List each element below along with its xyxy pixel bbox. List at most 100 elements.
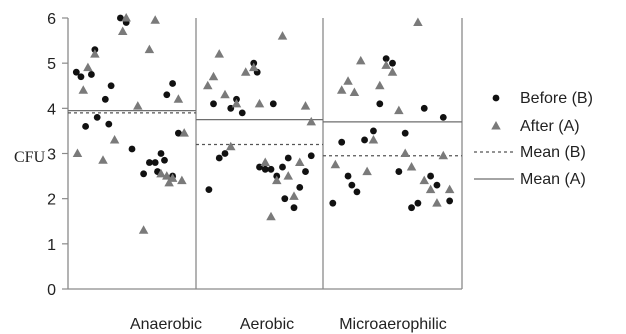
before-point bbox=[433, 181, 441, 189]
legend-label: Mean (B) bbox=[520, 144, 586, 161]
before-point bbox=[269, 100, 277, 108]
data-points bbox=[72, 13, 455, 234]
before-point bbox=[329, 199, 337, 207]
before-point bbox=[389, 59, 396, 67]
after-point bbox=[419, 175, 429, 185]
after-point bbox=[167, 173, 178, 182]
before-point bbox=[221, 150, 229, 157]
before-point bbox=[151, 159, 159, 166]
before-point bbox=[175, 129, 182, 137]
after-point bbox=[289, 191, 299, 200]
before-point bbox=[105, 120, 113, 128]
before-point bbox=[344, 172, 352, 180]
after-point bbox=[266, 211, 276, 221]
after-point bbox=[260, 157, 270, 167]
before-point bbox=[146, 159, 153, 166]
after-point bbox=[208, 71, 219, 81]
before-point bbox=[348, 181, 356, 189]
after-point bbox=[220, 89, 230, 99]
after-point bbox=[336, 85, 347, 94]
before-point bbox=[88, 71, 95, 78]
y-axis-ticks: 0 1 2 3 4 5 6 bbox=[47, 11, 68, 299]
after-point bbox=[432, 198, 442, 207]
before-point bbox=[284, 154, 292, 162]
after-point bbox=[203, 80, 213, 90]
after-point bbox=[283, 171, 293, 180]
before-point bbox=[279, 163, 286, 171]
category-labels: Anaerobic Aerobic Microaerophilic bbox=[130, 316, 447, 333]
before-point bbox=[420, 104, 428, 112]
before-point bbox=[446, 197, 454, 205]
y-tick-label: 1 bbox=[47, 237, 56, 254]
after-point bbox=[400, 148, 410, 157]
after-point bbox=[214, 49, 224, 58]
after-point bbox=[406, 162, 417, 171]
before-point bbox=[210, 100, 217, 108]
before-point bbox=[157, 150, 165, 157]
before-point bbox=[215, 154, 223, 162]
before-point bbox=[161, 156, 168, 164]
after-point bbox=[381, 60, 391, 69]
before-point bbox=[77, 73, 85, 81]
after-point bbox=[109, 134, 120, 144]
after-point bbox=[300, 101, 311, 110]
legend-after-marker bbox=[491, 121, 501, 130]
legend: Before (B) After (A) Mean (B) Mean (A) bbox=[474, 90, 593, 188]
after-point bbox=[413, 17, 423, 27]
after-point bbox=[179, 128, 189, 137]
after-point bbox=[356, 55, 366, 65]
before-point bbox=[281, 195, 289, 203]
after-point bbox=[226, 141, 236, 151]
y-tick-label: 6 bbox=[47, 11, 56, 28]
x-category-label: Aerobic bbox=[240, 316, 294, 333]
before-point bbox=[107, 82, 115, 90]
before-point bbox=[101, 95, 109, 103]
after-point bbox=[164, 177, 174, 187]
after-point bbox=[343, 76, 353, 85]
after-point bbox=[117, 26, 128, 36]
before-point bbox=[140, 170, 148, 178]
before-point bbox=[338, 138, 346, 146]
after-point bbox=[144, 44, 155, 54]
before-point bbox=[353, 188, 361, 196]
after-point bbox=[133, 101, 143, 110]
before-point bbox=[290, 204, 298, 212]
before-point bbox=[128, 145, 136, 153]
before-point bbox=[238, 109, 246, 117]
x-category-label: Anaerobic bbox=[130, 316, 202, 333]
after-point bbox=[156, 168, 166, 178]
after-point bbox=[368, 134, 379, 144]
before-point bbox=[376, 100, 384, 108]
before-point bbox=[408, 204, 415, 212]
before-point bbox=[72, 68, 80, 76]
before-point bbox=[163, 91, 171, 99]
after-point bbox=[72, 148, 83, 157]
before-point bbox=[307, 152, 315, 160]
before-point bbox=[267, 165, 275, 173]
after-point bbox=[272, 175, 282, 185]
after-point bbox=[438, 150, 449, 160]
y-tick-label: 3 bbox=[47, 147, 56, 164]
before-point bbox=[296, 183, 304, 191]
after-point bbox=[231, 98, 242, 108]
after-point bbox=[138, 225, 149, 234]
after-point bbox=[78, 85, 89, 94]
after-point bbox=[387, 67, 398, 76]
after-point bbox=[306, 116, 316, 126]
before-point bbox=[401, 129, 409, 137]
before-point bbox=[382, 55, 390, 63]
after-point bbox=[295, 157, 305, 167]
legend-before-marker bbox=[492, 94, 500, 102]
y-tick-label: 5 bbox=[47, 56, 56, 73]
before-point bbox=[93, 113, 101, 121]
y-axis-label: CFU bbox=[14, 149, 46, 166]
mean-lines bbox=[68, 109, 462, 157]
y-tick-label: 2 bbox=[47, 192, 56, 209]
y-tick-label: 0 bbox=[47, 282, 56, 299]
before-point bbox=[361, 136, 368, 144]
after-point bbox=[277, 31, 288, 40]
after-point bbox=[375, 80, 385, 90]
after-point bbox=[249, 62, 259, 72]
after-point bbox=[330, 159, 341, 169]
